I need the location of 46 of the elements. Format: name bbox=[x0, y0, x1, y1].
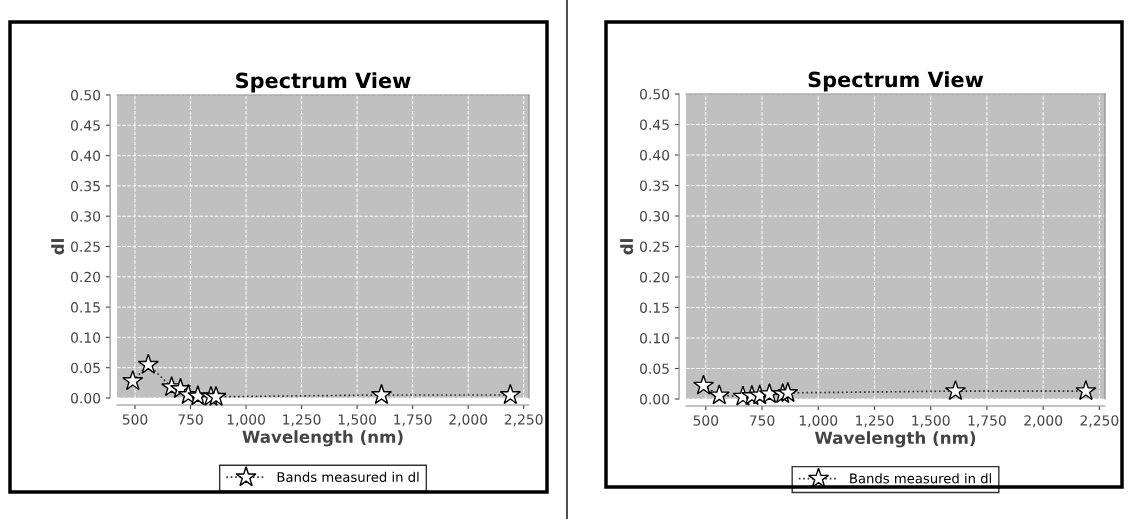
chart-title: Spectrum View bbox=[236, 72, 411, 93]
y-tick-label: 0.10 bbox=[71, 332, 101, 343]
y-axis-title: dl bbox=[620, 239, 634, 255]
y-tick-label: 0.20 bbox=[71, 271, 101, 283]
y-tick-label: 0.35 bbox=[640, 180, 669, 191]
x-tick-label: 2,250 bbox=[504, 414, 543, 427]
x-tick-label: 1,250 bbox=[283, 414, 321, 427]
y-tick-label: 0.05 bbox=[640, 363, 669, 374]
y-tick-label: 0.20 bbox=[640, 271, 670, 283]
x-tick-label: 1,750 bbox=[968, 415, 1006, 428]
chart-title: Spectrum View bbox=[808, 71, 984, 92]
x-axis-title: Wavelength (nm) bbox=[814, 431, 976, 448]
x-tick-label: 1,000 bbox=[227, 414, 265, 427]
legend-label: Bands measured in dl bbox=[277, 471, 419, 483]
y-tick-label: 0.35 bbox=[71, 180, 100, 192]
y-tick-label: 0.00 bbox=[71, 392, 101, 404]
x-tick-label: 1,000 bbox=[799, 415, 838, 428]
y-tick-label: 0.00 bbox=[640, 393, 670, 405]
y-tick-label: 0.45 bbox=[640, 119, 669, 130]
y-tick-label: 0.25 bbox=[640, 241, 669, 252]
x-tick-label: 500 bbox=[122, 414, 148, 425]
x-tick-label: 2,250 bbox=[1080, 415, 1119, 428]
x-axis-title: Wavelength (nm) bbox=[242, 430, 403, 447]
x-tick-label: 1,250 bbox=[856, 415, 894, 428]
y-tick-label: 0.50 bbox=[640, 88, 670, 100]
x-tick-label: 2,000 bbox=[449, 414, 488, 427]
x-tick-label: 1,500 bbox=[338, 414, 377, 427]
y-axis-title: dl bbox=[51, 239, 65, 255]
y-tick-label: 0.30 bbox=[71, 211, 101, 222]
y-tick-label: 0.25 bbox=[71, 241, 100, 252]
x-tick-label: 2,000 bbox=[1024, 415, 1063, 428]
legend-label: Bands measured in dl bbox=[850, 473, 991, 484]
x-tick-label: 1,750 bbox=[394, 414, 432, 427]
x-tick-label: 1,500 bbox=[912, 415, 950, 428]
y-tick-label: 0.10 bbox=[640, 332, 670, 344]
x-tick-label: 750 bbox=[749, 415, 775, 426]
x-tick-label: 500 bbox=[693, 415, 719, 426]
y-tick-label: 0.30 bbox=[640, 210, 670, 222]
y-tick-label: 0.05 bbox=[71, 362, 100, 374]
y-tick-label: 0.50 bbox=[71, 89, 101, 101]
x-tick-label: 750 bbox=[178, 414, 203, 425]
y-tick-label: 0.15 bbox=[71, 302, 100, 313]
y-tick-label: 0.40 bbox=[71, 150, 101, 162]
y-tick-label: 0.45 bbox=[71, 120, 100, 131]
y-tick-label: 0.40 bbox=[640, 149, 670, 161]
y-tick-label: 0.15 bbox=[640, 302, 669, 313]
